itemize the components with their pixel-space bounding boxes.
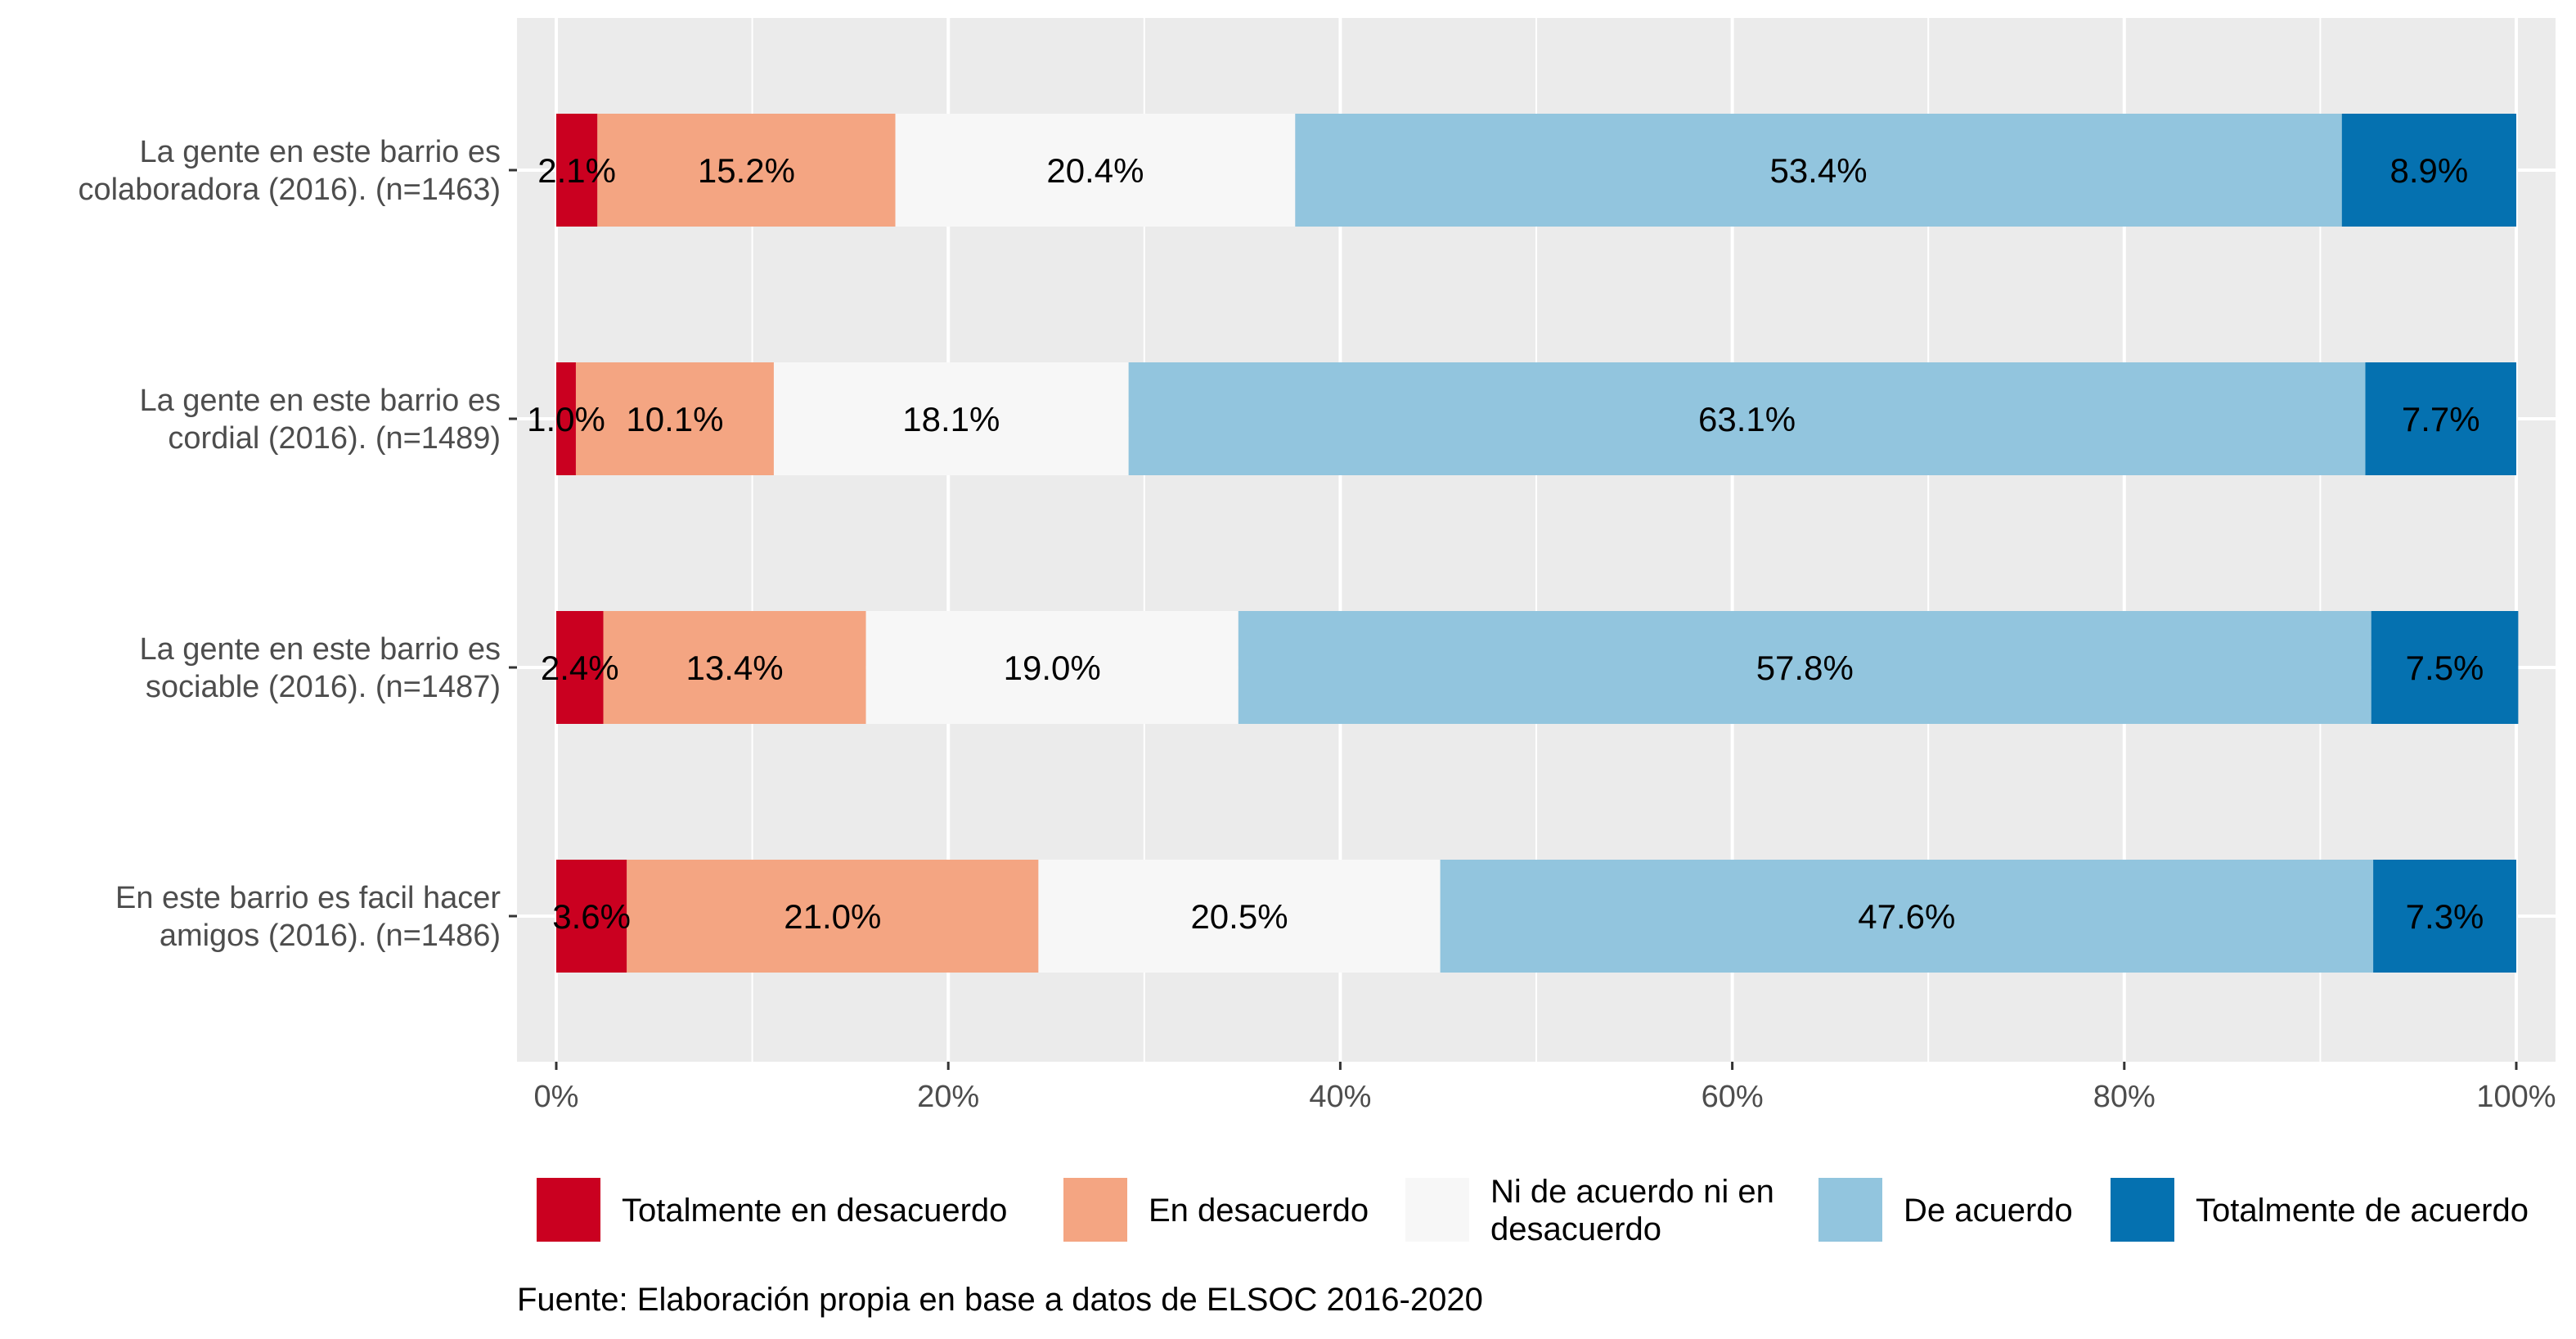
legend-item: Ni de acuerdo ni en desacuerdo xyxy=(1405,1174,1774,1247)
category-label: La gente en este barrio es colaboradora (… xyxy=(78,135,501,207)
legend-swatch xyxy=(2111,1178,2174,1242)
bar-segment xyxy=(2371,611,2519,724)
x-tick-label: 20% xyxy=(917,1080,979,1114)
bar-segment xyxy=(1238,611,2371,724)
segment-label: 7.3% xyxy=(2406,897,2484,936)
legend-label: En desacuerdo xyxy=(1149,1193,1369,1229)
bar-segment xyxy=(597,114,896,227)
segment-label: 47.6% xyxy=(1858,897,1955,936)
bar-segment xyxy=(2373,860,2516,973)
segment-label: 1.0% xyxy=(527,400,605,438)
x-tick-label: 80% xyxy=(2093,1080,2156,1114)
bar-segment xyxy=(2341,114,2516,227)
segment-label: 20.5% xyxy=(1190,897,1288,936)
segment-label: 8.9% xyxy=(2390,151,2469,190)
segment-label: 3.6% xyxy=(552,897,631,936)
bar-segment xyxy=(556,611,604,724)
legend-swatch xyxy=(1405,1178,1469,1242)
segment-label: 18.1% xyxy=(902,400,1000,438)
legend-item: En desacuerdo xyxy=(1063,1178,1369,1242)
legend-swatch xyxy=(1063,1178,1127,1242)
segment-label: 10.1% xyxy=(626,400,723,438)
legend-item: Totalmente de acuerdo xyxy=(2111,1178,2529,1242)
legend: Totalmente en desacuerdo En desacuerdo Ni … xyxy=(537,1174,2529,1247)
bar-segment xyxy=(556,114,598,227)
legend-item: De acuerdo xyxy=(1818,1178,2073,1242)
category-label: En este barrio es facil hacer amigos (201… xyxy=(115,881,501,953)
bar-segment xyxy=(575,362,774,475)
bar-segment xyxy=(556,362,576,475)
bar-segment xyxy=(2365,362,2516,475)
bar-segment xyxy=(895,114,1296,227)
segment-label: 63.1% xyxy=(1698,400,1796,438)
bar-segment xyxy=(1128,362,2366,475)
x-tick-label: 60% xyxy=(1702,1080,1764,1114)
segment-label: 2.4% xyxy=(541,649,619,687)
category-label: La gente en este barrio es cordial (2016)… xyxy=(139,384,501,456)
segment-label: 21.0% xyxy=(784,897,881,936)
bar-segment xyxy=(556,860,627,973)
bar-segment xyxy=(865,611,1239,724)
segment-label: 57.8% xyxy=(1756,649,1854,687)
segment-label: 15.2% xyxy=(698,151,795,190)
legend-label: Totalmente de acuerdo xyxy=(2196,1193,2529,1229)
segment-label: 20.4% xyxy=(1046,151,1144,190)
bar-segment xyxy=(773,362,1129,475)
segment-label: 7.7% xyxy=(2402,400,2480,438)
bar-segment xyxy=(627,860,1039,973)
bars xyxy=(556,114,2519,973)
x-tick-label: 100% xyxy=(2476,1080,2556,1114)
x-axis: 0% 20% 40% 60% 80% 100% xyxy=(534,1062,2556,1114)
segment-label: 53.4% xyxy=(1769,151,1867,190)
legend-label: Ni de acuerdo ni en desacuerdo xyxy=(1490,1174,1774,1247)
segment-label: 2.1% xyxy=(537,151,616,190)
segment-label: 7.5% xyxy=(2406,649,2484,687)
segment-label: 13.4% xyxy=(686,649,783,687)
bar-segment xyxy=(603,611,866,724)
x-tick-label: 0% xyxy=(534,1080,579,1114)
category-axis: La gente en este barrio es colaboradora (… xyxy=(78,135,517,953)
category-label: La gente en este barrio es sociable (2016… xyxy=(139,632,501,704)
bar-segment xyxy=(1295,114,2342,227)
bar-segment xyxy=(1038,860,1441,973)
legend-item: Totalmente en desacuerdo xyxy=(537,1178,1007,1242)
legend-swatch xyxy=(537,1178,600,1242)
segment-label: 19.0% xyxy=(1004,649,1101,687)
legend-swatch xyxy=(1818,1178,1882,1242)
legend-label: De acuerdo xyxy=(1904,1193,2073,1229)
x-tick-label: 40% xyxy=(1309,1080,1371,1114)
segment-labels: 2.1% 15.2% 20.4% 53.4% 8.9% 1.0% 10.1% 18.1% 63.… xyxy=(527,151,2484,936)
legend-label: Totalmente en desacuerdo xyxy=(622,1193,1007,1229)
bar-segment xyxy=(1440,860,2374,973)
caption: Fuente: Elaboración propia en base a dat… xyxy=(517,1282,1483,1318)
